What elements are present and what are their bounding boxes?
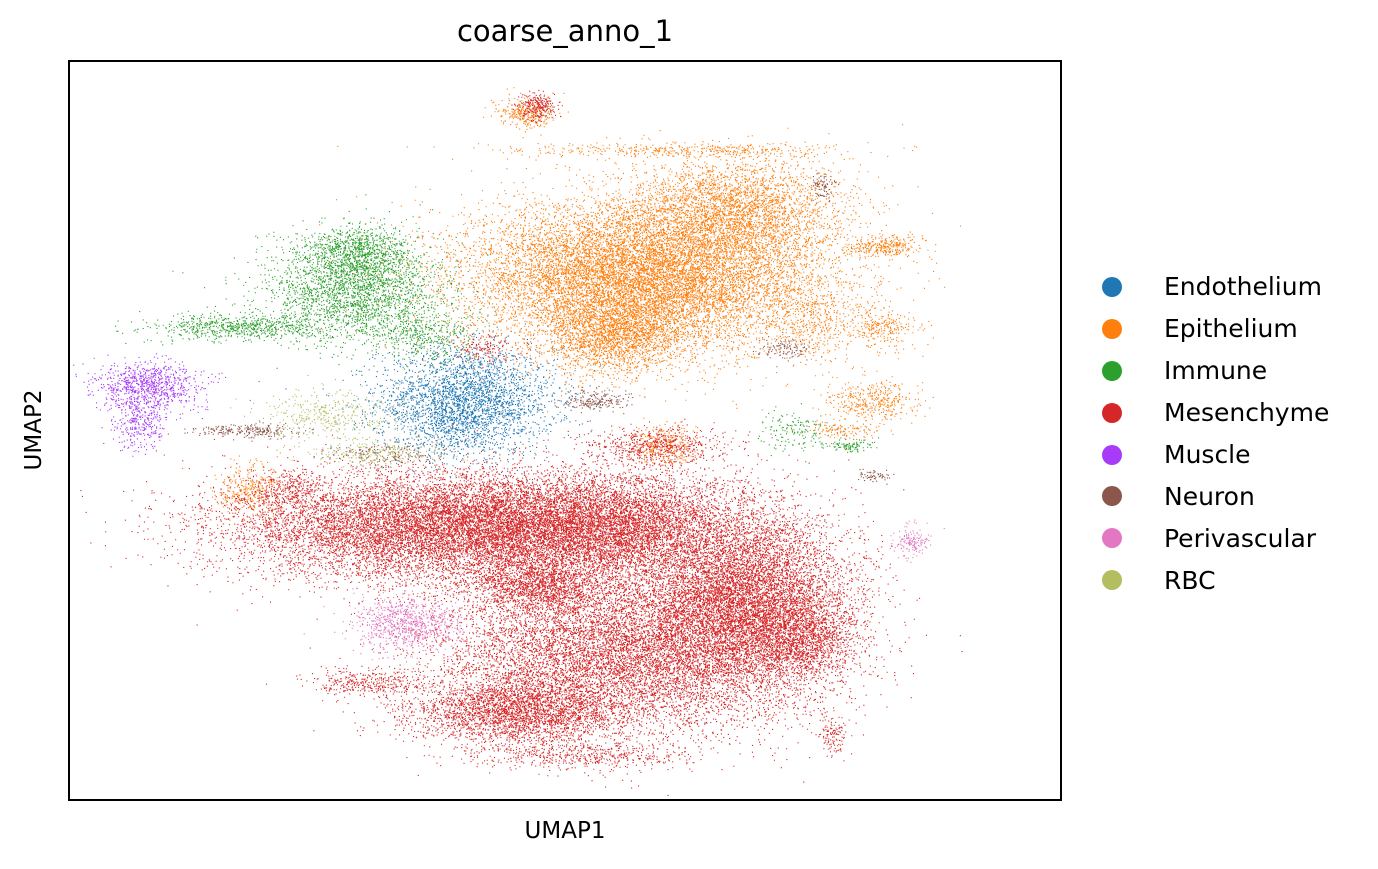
points-rbc xyxy=(230,374,468,469)
points-epithelium xyxy=(182,87,961,528)
legend-item-endothelium: Endothelium xyxy=(1098,266,1329,308)
legend-label: Neuron xyxy=(1164,481,1255,511)
scatter-points xyxy=(73,87,963,796)
legend-marker xyxy=(1102,276,1122,297)
points-muscle xyxy=(73,353,260,457)
legend-label: Epithelium xyxy=(1164,314,1298,344)
legend-marker xyxy=(1102,402,1122,423)
legend-label: Immune xyxy=(1164,356,1268,386)
legend-marker xyxy=(1102,486,1122,507)
points-perivascular xyxy=(303,519,945,663)
legend-label: Mesenchyme xyxy=(1164,398,1330,428)
legend: Endothelium Epithelium Immune Mesenchyme Mus… xyxy=(1098,266,1329,601)
series-endothelium xyxy=(285,309,629,514)
legend-item-epithelium: Epithelium xyxy=(1098,308,1329,350)
legend-label: RBC xyxy=(1164,565,1216,595)
legend-item-muscle: Muscle xyxy=(1098,434,1329,476)
legend-item-rbc: RBC xyxy=(1098,559,1329,601)
legend-label: Endothelium xyxy=(1164,272,1322,302)
x-axis-label: UMAP1 xyxy=(524,818,606,844)
points-endothelium xyxy=(285,309,629,514)
legend-marker xyxy=(1102,360,1122,381)
points-mesenchyme xyxy=(80,89,963,796)
chart-title: coarse_anno_1 xyxy=(456,14,674,48)
series-perivascular xyxy=(303,519,945,663)
series-epithelium xyxy=(182,87,961,528)
legend-item-neuron: Neuron xyxy=(1098,475,1329,517)
legend-marker xyxy=(1102,318,1122,339)
series-rbc xyxy=(230,374,468,469)
legend-item-mesenchyme: Mesenchyme xyxy=(1098,392,1329,434)
legend-item-perivascular: Perivascular xyxy=(1098,517,1329,559)
series-muscle xyxy=(73,353,260,457)
legend-marker xyxy=(1102,528,1122,549)
points-neuron xyxy=(167,169,895,483)
points-immune xyxy=(115,194,880,463)
legend-marker xyxy=(1102,570,1122,591)
legend-label: Perivascular xyxy=(1164,523,1317,553)
series-neuron xyxy=(167,169,895,483)
y-axis-label: UMAP2 xyxy=(21,389,47,471)
legend-label: Muscle xyxy=(1164,440,1251,469)
plot-frame xyxy=(68,60,1062,801)
legend-item-immune: Immune xyxy=(1098,350,1329,392)
series-immune xyxy=(115,194,880,463)
legend-marker xyxy=(1102,444,1122,465)
series-mesenchyme xyxy=(80,89,963,796)
